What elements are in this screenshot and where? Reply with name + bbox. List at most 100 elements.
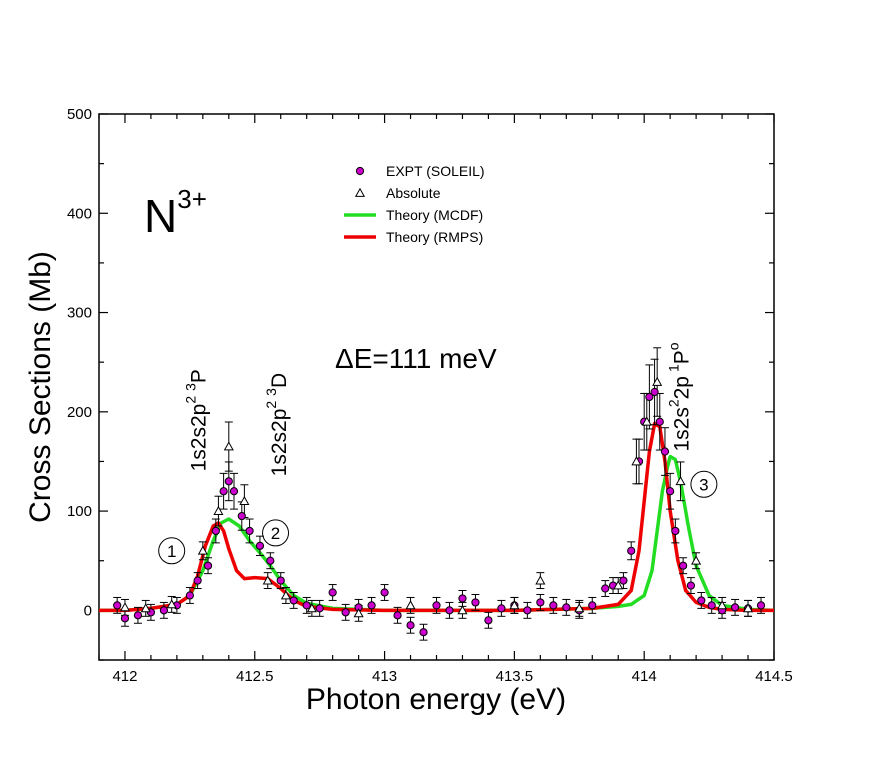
expt-soleil-point: [419, 628, 428, 637]
absolute-point: [140, 603, 151, 613]
expt-soleil-point: [445, 606, 454, 615]
legend-marker-circle: [355, 166, 365, 176]
y-tick-label: 0: [84, 602, 92, 619]
expt-soleil-point: [276, 576, 285, 585]
expt-soleil-point: [193, 576, 202, 585]
absolute-point: [306, 603, 317, 613]
expt-soleil-point: [666, 487, 675, 496]
expt-soleil-point: [113, 601, 122, 610]
absolute-point: [613, 580, 624, 590]
absolute-point: [574, 603, 585, 613]
state-label-config: 1s2s: [670, 407, 693, 451]
state-label-term: P: [670, 350, 693, 364]
expt-soleil-point: [588, 601, 597, 610]
expt-soleil-point: [367, 601, 376, 610]
expt-soleil-point: [380, 588, 389, 597]
expt-soleil-point: [328, 588, 337, 597]
ion-label-charge: 3+: [177, 184, 207, 214]
absolute-point: [239, 495, 250, 506]
state-label-3: 1s2s22p 1Po: [665, 342, 693, 451]
x-axis-title: Photon energy (eV): [306, 683, 566, 716]
absolute-point: [691, 555, 702, 565]
peak-marker-number: 3: [699, 475, 708, 494]
ion-label: N3+: [144, 184, 207, 242]
state-label-sup: 2: [182, 396, 198, 404]
absolute-point: [197, 545, 208, 555]
absolute-point: [742, 603, 754, 613]
expt-soleil-point: [458, 594, 467, 603]
expt-soleil-point: [627, 546, 636, 555]
state-label-term: P: [187, 369, 210, 383]
absolute-point: [280, 590, 291, 600]
y-tick-label: 300: [67, 305, 92, 322]
expt-soleil-point: [237, 511, 246, 521]
expt-soleil-point: [302, 601, 311, 610]
absolute-point: [641, 416, 652, 426]
x-tick-label: 414: [632, 668, 657, 685]
expt-soleil-point: [266, 556, 275, 565]
state-label-config: 1s2s2p: [268, 409, 291, 477]
absolute-point: [675, 476, 686, 486]
peak-marker-number: 2: [271, 524, 280, 543]
absolute-point: [213, 505, 224, 515]
expt-soleil-point: [671, 526, 680, 536]
expt-soleil-point: [211, 526, 220, 536]
expt-soleil-point: [697, 596, 706, 605]
peak-marker-circle: [690, 470, 718, 498]
absolute-point: [717, 600, 728, 610]
expt-soleil-point: [562, 603, 571, 612]
expt-soleil-point: [650, 387, 659, 397]
y-tick-label: 400: [67, 205, 92, 222]
peak-marker-number: 1: [167, 542, 176, 561]
state-label-sup: 1: [665, 364, 681, 372]
state-label-config: 1s2s2p: [187, 404, 210, 472]
legend-label: Theory (MCDF): [386, 207, 483, 223]
x-tick-label: 412.5: [236, 668, 274, 685]
absolute-point: [223, 441, 234, 451]
state-label-sup: 2: [665, 399, 681, 407]
x-tick-label: 412: [112, 668, 137, 685]
expt-soleil-point: [289, 596, 298, 605]
ion-label-base: N: [144, 190, 177, 242]
absolute-point: [652, 376, 663, 386]
expt-soleil-point: [655, 417, 664, 426]
state-label-term: D: [268, 373, 291, 388]
expt-soleil-point: [660, 447, 670, 456]
data-points: [113, 376, 766, 637]
expt-soleil-point: [686, 581, 696, 590]
expt-soleil-point: [185, 591, 194, 600]
expt-soleil-point: [549, 601, 558, 610]
state-label-sup: o: [665, 342, 681, 350]
expt-soleil-point: [133, 611, 143, 620]
absolute-point: [631, 456, 642, 466]
expt-soleil-point: [203, 561, 213, 570]
legend-label: EXPT (SOLEIL): [386, 163, 485, 179]
expt-soleil-point: [471, 598, 480, 607]
resolution-label: ΔE=111 meV: [335, 343, 497, 374]
expt-soleil-point: [315, 604, 324, 613]
y-axis-title: Cross Sections (Mb): [24, 251, 57, 523]
legend-label: Theory (RMPS): [386, 229, 483, 245]
expt-soleil-point: [120, 614, 130, 623]
expt-soleil-point: [730, 603, 740, 612]
state-label-2: 1s2s2p2 3D: [263, 373, 291, 476]
expt-soleil-point: [219, 487, 228, 496]
expt-soleil-point: [497, 604, 506, 613]
absolute-point: [166, 599, 177, 609]
absolute-point: [262, 575, 273, 585]
expt-soleil-point: [406, 621, 415, 630]
expt-soleil-point: [523, 606, 532, 615]
absolute-point: [535, 575, 546, 585]
legend: EXPT (SOLEIL) Absolute Theory (MCDF) Theory…: [344, 163, 485, 245]
expt-soleil-point: [159, 606, 169, 615]
plot-area: [99, 347, 774, 641]
expt-soleil-point: [679, 561, 688, 570]
expt-soleil-point: [245, 526, 254, 536]
peak-marker-circle: [262, 519, 290, 547]
expt-soleil-point: [341, 608, 350, 617]
legend-label: Absolute: [386, 185, 441, 201]
axis-ticks: [98, 113, 775, 661]
expt-soleil-point: [619, 576, 628, 585]
